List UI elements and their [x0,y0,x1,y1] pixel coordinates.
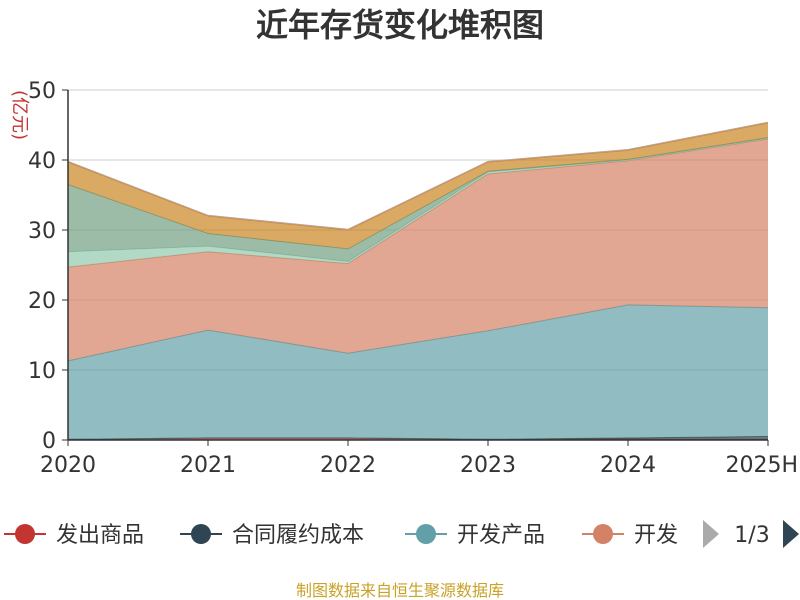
x-tick-label: 2024 [600,453,656,478]
legend-prev-page-icon[interactable] [703,520,719,548]
y-tick-label: 0 [42,429,56,454]
legend-dot-icon [15,524,35,544]
y-tick-label: 10 [28,359,56,384]
x-tick-label: 2023 [460,453,516,478]
legend-label: 合同履约成本 [232,523,364,548]
legend-item[interactable]: 发出商品 [4,523,144,548]
y-axis-unit: (亿元) [9,90,30,140]
legend-item[interactable]: 合同履约成本 [180,523,364,548]
y-tick-label: 50 [28,79,56,104]
legend-item[interactable]: 开发产品 [405,523,545,548]
x-tick-label: 2025H [725,453,798,478]
legend-label: 开发产品 [457,523,545,548]
legend-next-page-icon[interactable] [783,520,799,548]
legend-dot-icon [593,524,613,544]
x-tick-label: 2021 [180,453,236,478]
chart-title: 近年存货变化堆积图 [256,6,544,44]
x-tick-label: 2020 [40,453,96,478]
area-series-7 [68,122,768,249]
stacked-areas [67,121,769,440]
area-series-4 [68,139,768,361]
area-series-3 [68,304,768,440]
legend-dot-icon [416,524,436,544]
y-tick-label: 30 [28,219,56,244]
x-axis-ticks: 2020 2021 2022 2023 2024 2025H [40,440,798,478]
y-axis-ticks: 0 10 20 30 40 50 [28,79,68,454]
area-series-5 [68,138,768,268]
series-line-8 [67,121,769,230]
x-tick-label: 2022 [320,453,376,478]
legend-pager: 1/3 [703,520,799,548]
legend: 发出商品 合同履约成本 开发产品 开发 [4,523,678,548]
axes [67,90,768,441]
y-tick-label: 20 [28,289,56,314]
legend-page-label: 1/3 [734,523,769,548]
y-tick-label: 40 [28,149,56,174]
legend-label: 开发 [634,523,678,548]
legend-label: 发出商品 [56,523,144,548]
legend-dot-icon [191,524,211,544]
legend-item[interactable]: 开发 [582,523,678,548]
data-source-note: 制图数据来自恒生聚源数据库 [296,581,504,600]
